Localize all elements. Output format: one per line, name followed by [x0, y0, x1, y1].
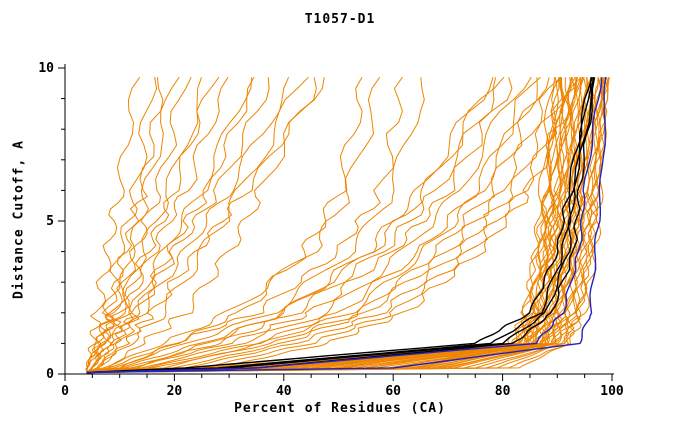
- x-tick-label: 80: [495, 384, 511, 399]
- tick-marks: [58, 67, 613, 381]
- y-tick-label: 10: [38, 61, 54, 76]
- x-tick-label: 40: [276, 384, 292, 399]
- models-mid-curve: [86, 76, 309, 373]
- models-cluster-curve: [86, 77, 588, 373]
- models-poor-curve: [85, 76, 141, 373]
- models-best-curve: [86, 77, 603, 374]
- chart-title: T1057-D1: [304, 12, 376, 27]
- models-highlight-curve: [86, 76, 593, 374]
- models-cluster-curve: [86, 77, 585, 373]
- tick-labels: 0 20 40 60 80 100 0 5 10: [38, 61, 624, 399]
- models-poor-curve: [86, 77, 270, 373]
- models-cluster-curve: [86, 77, 583, 373]
- models-mid-curve: [86, 77, 425, 373]
- y-tick-label: 0: [46, 367, 54, 382]
- models-mid-curve: [86, 76, 532, 373]
- x-tick-label: 100: [600, 384, 624, 399]
- models-mid-curve: [86, 77, 513, 373]
- models-cluster-curve: [86, 77, 587, 373]
- axes: [64, 64, 614, 375]
- x-tick-label: 60: [385, 384, 401, 399]
- models-cluster-curve: [86, 77, 610, 373]
- x-tick-label: 20: [167, 384, 183, 399]
- y-axis-label: Distance Cutoff, A: [11, 140, 27, 299]
- models-best: [86, 77, 607, 374]
- x-axis-label: Percent of Residues (CA): [234, 401, 446, 416]
- models-mid-curve: [86, 77, 550, 373]
- models-mid-curve: [86, 76, 505, 373]
- models-cluster-curve: [86, 77, 607, 373]
- x-tick-label: 0: [61, 384, 69, 399]
- models-highlight-curve: [86, 77, 592, 374]
- models-cluster-curve: [86, 77, 560, 373]
- models-poor-curve: [86, 76, 255, 373]
- models-mid-curve: [86, 77, 538, 373]
- models-mid-curve: [86, 76, 363, 373]
- y-tick-label: 5: [46, 214, 54, 229]
- models-best-curve: [86, 77, 607, 374]
- models-mid-curve: [86, 76, 381, 373]
- models-mid-curve: [86, 77, 317, 373]
- models-mid-curve: [86, 77, 497, 373]
- models-cluster-curve: [86, 77, 556, 373]
